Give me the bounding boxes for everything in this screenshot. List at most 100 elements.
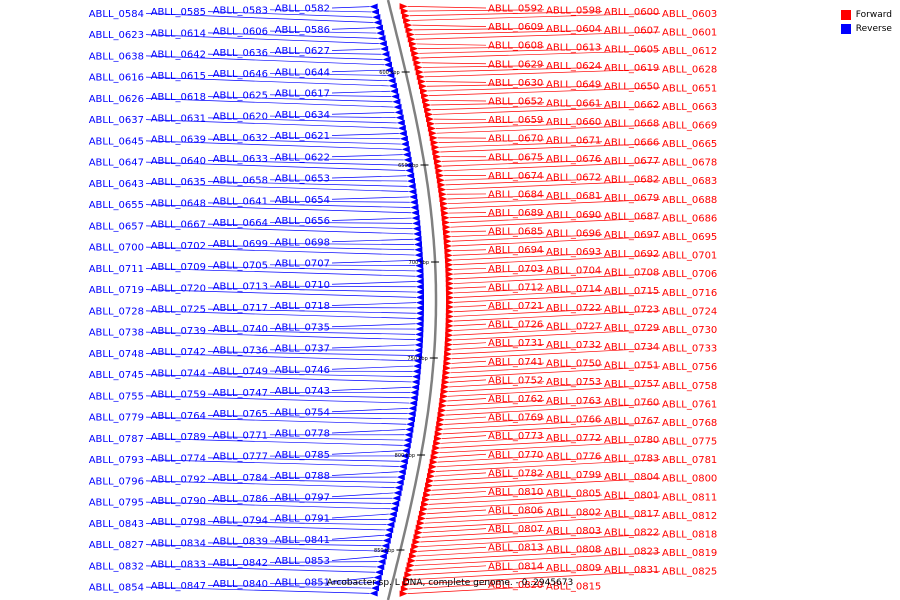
gene-connector xyxy=(331,429,406,434)
gene-connector xyxy=(207,160,405,166)
gene-arrow xyxy=(408,552,417,560)
gene-connector xyxy=(453,308,603,317)
gene-arrow xyxy=(392,495,401,502)
gene-connector xyxy=(207,478,396,483)
gene-arrow xyxy=(417,515,426,522)
gene-connector xyxy=(438,139,545,143)
forward-gene-label: ABLL_0689 xyxy=(488,208,543,219)
forward-gene-label: ABLL_0683 xyxy=(662,176,717,187)
forward-gene-label: ABLL_0682 xyxy=(604,174,659,185)
gene-arrow xyxy=(408,405,417,412)
gene-arrow xyxy=(443,238,452,245)
gene-arrow xyxy=(436,421,445,428)
forward-gene-label: ABLL_0706 xyxy=(662,269,717,280)
reverse-gene-label: ABLL_0786 xyxy=(213,494,268,505)
forward-gene-label: ABLL_0609 xyxy=(488,22,543,33)
forward-gene-label: ABLL_0801 xyxy=(604,491,659,502)
reverse-gene-label: ABLL_0746 xyxy=(275,365,330,376)
reverse-gene-label: ABLL_0648 xyxy=(151,198,206,209)
forward-gene-label: ABLL_0799 xyxy=(546,470,601,481)
gene-connector xyxy=(331,217,412,221)
forward-gene-label: ABLL_0721 xyxy=(488,301,543,312)
forward-gene-label: ABLL_0679 xyxy=(604,193,659,204)
gene-connector xyxy=(449,213,545,219)
gene-connector xyxy=(450,217,661,228)
reverse-gene-label: ABLL_0792 xyxy=(151,475,206,486)
gene-arrow xyxy=(414,529,423,536)
gene-connector xyxy=(445,403,661,416)
reverse-gene-label: ABLL_0788 xyxy=(275,471,330,482)
gene-connector xyxy=(416,43,487,46)
gene-arrow xyxy=(415,320,424,327)
forward-gene-label: ABLL_0663 xyxy=(662,102,717,113)
gene-arrow xyxy=(411,378,420,386)
reverse-gene-label: ABLL_0740 xyxy=(213,324,268,335)
forward-gene-label: ABLL_0811 xyxy=(662,492,717,503)
gene-arrow xyxy=(444,252,453,259)
gene-connector xyxy=(207,266,416,272)
gene-arrow xyxy=(377,558,386,565)
gene-arrow xyxy=(415,262,424,269)
reverse-gene-label: ABLL_0614 xyxy=(151,28,206,39)
reverse-gene-label: ABLL_0765 xyxy=(213,409,268,420)
gene-connector xyxy=(145,268,416,277)
gene-arrow xyxy=(415,304,424,312)
forward-gene-label: ABLL_0730 xyxy=(662,325,717,336)
forward-gene-label: ABLL_0722 xyxy=(546,303,601,314)
gene-arrow xyxy=(412,225,421,232)
gene-arrow xyxy=(412,220,421,227)
gene-connector xyxy=(207,202,411,208)
gene-arrow xyxy=(415,524,424,532)
forward-gene-label: ABLL_0803 xyxy=(546,526,601,537)
gene-arrow xyxy=(421,92,430,99)
gene-arrow xyxy=(430,139,439,146)
gene-connector xyxy=(421,530,545,538)
forward-gene-label: ABLL_0727 xyxy=(546,321,601,332)
gene-arrow xyxy=(413,357,422,364)
gene-connector xyxy=(436,457,603,468)
gene-connector xyxy=(269,328,416,330)
gene-connector xyxy=(145,55,384,66)
reverse-gene-label: ABLL_0621 xyxy=(275,131,330,142)
forward-gene-label: ABLL_0650 xyxy=(604,81,659,92)
forward-gene-label: ABLL_0659 xyxy=(488,115,543,126)
forward-gene-label: ABLL_0600 xyxy=(604,7,659,18)
gene-arrow xyxy=(426,115,435,123)
gene-arrow xyxy=(445,270,454,278)
gene-connector xyxy=(331,175,407,179)
reverse-gene-label: ABLL_0851 xyxy=(275,577,330,588)
gene-connector xyxy=(423,515,661,529)
gene-connector xyxy=(207,585,372,589)
gene-arrow xyxy=(429,134,438,142)
gene-labels: ABLL_0592 ABLL_0598 ABLL_0600 ABLL_0603ABLL… xyxy=(89,4,718,594)
reverse-gene-label: ABLL_0795 xyxy=(89,498,144,509)
gene-connector xyxy=(145,501,391,510)
genome-backbone xyxy=(386,0,438,600)
forward-gene-label: ABLL_0783 xyxy=(604,453,659,464)
gene-arrow xyxy=(430,454,439,461)
gene-connector xyxy=(145,13,374,23)
gene-arrow xyxy=(409,193,418,201)
gene-connector xyxy=(414,552,661,566)
gene-arrow xyxy=(418,83,427,90)
gene-arrow xyxy=(442,364,451,372)
gene-arrow xyxy=(443,233,452,240)
reverse-gene-label: ABLL_0764 xyxy=(151,411,206,422)
gene-connector xyxy=(408,584,487,590)
reverse-gene-label: ABLL_0616 xyxy=(89,73,144,84)
gene-arrow xyxy=(445,322,454,330)
reverse-gene-label: ABLL_0744 xyxy=(151,368,206,379)
reverse-gene-label: ABLL_0840 xyxy=(213,579,268,590)
reverse-gene-label: ABLL_0615 xyxy=(151,71,206,82)
forward-gene-label: ABLL_0666 xyxy=(604,137,659,148)
reverse-gene-label: ABLL_0702 xyxy=(151,241,206,252)
gene-connector xyxy=(331,260,415,264)
gene-arrow xyxy=(442,219,451,226)
gene-connector xyxy=(418,546,487,552)
forward-gene-label: ABLL_0776 xyxy=(546,452,601,463)
forward-gene-label: ABLL_0608 xyxy=(488,41,543,52)
gene-arrow xyxy=(378,40,387,47)
gene-connector xyxy=(331,27,375,30)
scale-label: 850 kbp xyxy=(374,548,394,554)
gene-connector xyxy=(453,323,487,327)
